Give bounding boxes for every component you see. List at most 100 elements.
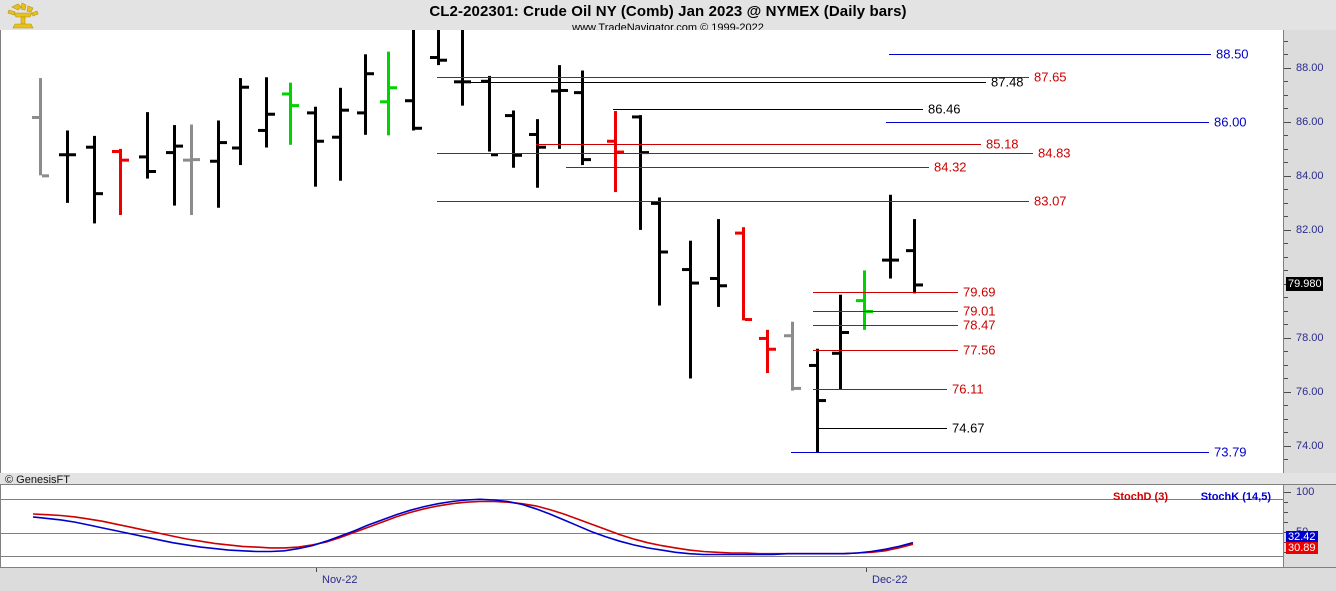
price-level-label: 86.46: [928, 101, 961, 117]
price-level-label: 79.69: [963, 284, 996, 300]
price-level-label: 84.32: [934, 159, 967, 175]
stochastic-pane[interactable]: StochD (3) StochK (14,5): [0, 484, 1283, 567]
ohlc-bar: [759, 329, 776, 374]
ohlc-bar: [430, 30, 447, 66]
price-axis-tick: [1284, 230, 1291, 231]
price-level-label: 77.56: [963, 342, 996, 358]
price-level-line: [437, 153, 1033, 154]
price-level-line: [813, 311, 958, 312]
ohlc-bar: [307, 106, 324, 187]
price-level-line: [437, 77, 1029, 78]
ohlc-bar: [405, 30, 422, 131]
ohlc-bar: [710, 219, 727, 307]
price-axis-label: 74.00: [1296, 440, 1324, 452]
price-level-label: 86.00: [1214, 114, 1247, 130]
price-axis-minor-tick: [1284, 203, 1288, 204]
price-axis-minor-tick: [1284, 81, 1288, 82]
price-axis[interactable]: 88.00 86.00 84.00 82.00 78.00 76.00 74.00 79.98…: [1283, 30, 1336, 474]
price-axis-minor-tick: [1284, 95, 1288, 96]
price-axis-label: 82.00: [1296, 224, 1324, 236]
price-level-line: [889, 54, 1211, 55]
ohlc-bar: [632, 115, 649, 230]
ohlc-bars-layer: [32, 30, 923, 453]
ind-gridline-100: [1, 499, 1283, 500]
price-axis-label: 76.00: [1296, 386, 1324, 398]
ohlc-bar: [166, 125, 183, 206]
ohlc-bar: [332, 87, 349, 181]
price-axis-label: 88.00: [1296, 62, 1324, 74]
price-level-label: 79.01: [963, 303, 996, 319]
price-level-label: 73.79: [1214, 444, 1247, 460]
price-level-line: [566, 167, 929, 168]
price-level-line: [813, 350, 958, 351]
price-level-line: [813, 389, 947, 390]
ohlc-bar: [651, 197, 668, 306]
ohlc-bar: [139, 112, 156, 179]
stochastic-lines-layer: [32, 498, 914, 556]
price-axis-minor-tick: [1284, 365, 1288, 366]
ohlc-bar: [232, 78, 249, 166]
ohlc-bar: [481, 75, 498, 157]
ohlc-bar: [454, 30, 471, 106]
price-axis-minor-tick: [1284, 189, 1288, 190]
time-label-dec: Dec-22: [872, 574, 908, 586]
price-axis-minor-tick: [1284, 54, 1288, 55]
ohlc-bar: [809, 348, 826, 453]
ohlc-bar: [607, 111, 624, 193]
time-axis[interactable]: Nov-22 Dec-22: [0, 567, 1336, 591]
price-axis-minor-tick: [1284, 378, 1288, 379]
ohlc-bar: [574, 70, 591, 166]
price-level-label: 78.47: [963, 317, 996, 333]
price-level-line: [816, 428, 947, 429]
price-axis-minor-tick: [1284, 459, 1288, 460]
price-axis-minor-tick: [1284, 324, 1288, 325]
price-axis-minor-tick: [1284, 432, 1288, 433]
time-label-nov: Nov-22: [322, 574, 358, 586]
price-level-line: [813, 292, 958, 293]
price-level-line: [536, 144, 981, 145]
ohlc-bar: [183, 124, 200, 216]
copyright-watermark: © GenesisFT: [5, 474, 70, 486]
ohlc-bar: [682, 240, 699, 379]
stoch-d-value: 30.89: [1286, 542, 1318, 554]
price-level-label: 76.11: [952, 381, 984, 397]
price-axis-tick: [1284, 122, 1291, 123]
price-chart-pane[interactable]: 88.50 87.65 87.48 86.46 86.00 85.18 84.83 84.32…: [0, 30, 1283, 473]
price-level-label: 88.50: [1216, 46, 1249, 62]
price-level-label: 84.83: [1038, 145, 1071, 161]
ohlc-bar: [735, 227, 752, 322]
ind-gridline-low: [1, 556, 1283, 557]
ind-gridline-50: [1, 533, 1283, 534]
price-level-line: [613, 109, 923, 110]
price-axis-tick: [1284, 68, 1291, 69]
price-axis-tick: [1284, 446, 1291, 447]
ohlc-bar: [505, 110, 522, 168]
ohlc-bar: [380, 51, 397, 136]
stoch-k-value: 32.42: [1286, 531, 1318, 543]
price-axis-minor-tick: [1284, 162, 1288, 163]
ohlc-bar: [32, 78, 49, 178]
price-axis-minor-tick: [1284, 351, 1288, 352]
ohlc-bar: [86, 135, 103, 224]
pane-separator: [0, 473, 1336, 484]
stoch-d-legend: StochD (3): [1113, 491, 1168, 503]
stochastic-line: [32, 500, 914, 555]
price-axis-tick: [1284, 392, 1291, 393]
price-axis-label: 84.00: [1296, 170, 1324, 182]
price-axis-label: 78.00: [1296, 332, 1324, 344]
current-price-marker: 79.980: [1286, 277, 1323, 291]
price-level-line: [437, 201, 1029, 202]
price-level-line: [886, 122, 1209, 123]
price-axis-minor-tick: [1284, 311, 1288, 312]
price-level-label: 83.07: [1034, 193, 1067, 209]
price-axis-minor-tick: [1284, 108, 1288, 109]
price-level-line: [813, 325, 958, 326]
ohlc-bar: [258, 77, 275, 148]
price-axis-minor-tick: [1284, 419, 1288, 420]
price-axis-minor-tick: [1284, 270, 1288, 271]
ohlc-bar: [856, 270, 873, 330]
price-level-label: 85.18: [986, 136, 1019, 152]
price-axis-minor-tick: [1284, 405, 1288, 406]
stochastic-axis[interactable]: 100 50 32.42 30.89: [1283, 484, 1336, 567]
